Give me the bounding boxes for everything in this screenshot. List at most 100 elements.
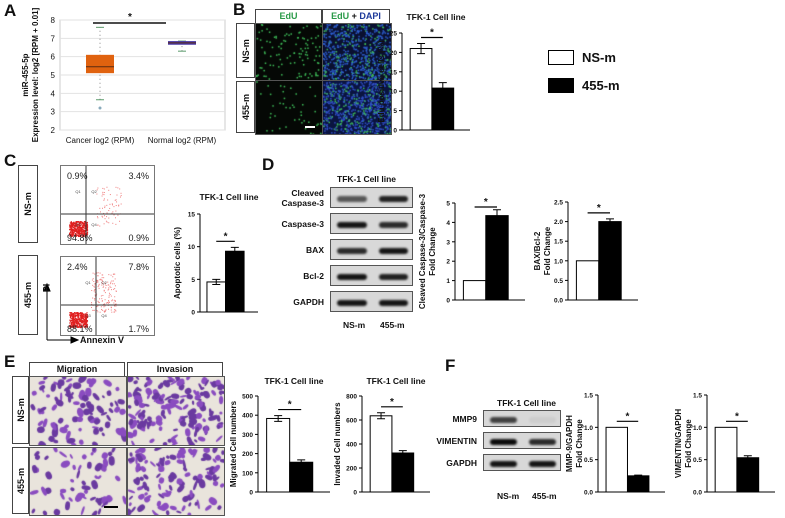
- y-axis-label: MMP-9/GAPDH: [565, 415, 574, 472]
- flow-dot: [83, 234, 85, 237]
- flow-dot: [84, 231, 86, 233]
- y-tick-label: 10: [188, 244, 196, 251]
- flow-dot: [71, 316, 74, 318]
- flow-dot: [75, 229, 77, 231]
- flow-dot: [91, 302, 93, 304]
- flow-dot: [80, 229, 82, 232]
- flow-dot: [75, 221, 77, 223]
- flow-dot: [94, 288, 96, 290]
- flow-dot: [113, 273, 115, 275]
- flow-dot: [107, 289, 109, 291]
- flow-dot: [72, 224, 74, 227]
- flow-dot: [79, 221, 81, 223]
- flow-dot: [86, 319, 89, 322]
- flow-dot: [82, 321, 84, 324]
- flow-dot: [111, 203, 113, 205]
- flow-dot: [112, 273, 114, 275]
- flow-dot: [84, 320, 86, 322]
- flow-dot: [69, 314, 72, 316]
- flow-dot: [99, 225, 101, 227]
- flow-dot: [76, 312, 79, 314]
- flow-dot: [81, 229, 83, 231]
- error-bar: [438, 82, 447, 95]
- y-tick-label: 15: [390, 69, 398, 76]
- flow-dot: [82, 313, 84, 315]
- y-axis-label: Fold Change: [428, 227, 437, 276]
- flow-dot: [72, 319, 74, 321]
- y-tick-label: 20: [390, 50, 398, 57]
- flow-dot: [85, 316, 88, 318]
- flow-dot: [71, 233, 73, 235]
- flow-dot: [80, 324, 82, 326]
- blot-strip: [330, 291, 413, 312]
- flow-dot: [77, 315, 79, 317]
- flow-dot: [114, 311, 116, 313]
- quadrant-ul-percent: 2.4%: [67, 262, 88, 272]
- significance-star: *: [288, 400, 292, 411]
- flow-dot: [78, 326, 80, 328]
- flow-dot: [69, 226, 71, 228]
- flow-dot: [74, 312, 76, 314]
- flow-dot: [108, 295, 110, 297]
- flow-dot: [112, 283, 114, 285]
- flow-dot: [97, 311, 99, 313]
- chart-title: TFK-1 Cell line: [199, 192, 258, 202]
- flow-dot: [77, 319, 79, 321]
- flow-dot: [111, 204, 113, 206]
- flow-dot: [76, 321, 78, 323]
- flow-dot: [120, 195, 122, 197]
- flow-dot: [99, 279, 101, 281]
- flow-dot: [79, 315, 81, 317]
- blot-title: TFK-1 Cell line: [337, 174, 397, 184]
- error-bar: [634, 474, 643, 477]
- flow-dot: [92, 309, 94, 311]
- flow-dot: [70, 231, 72, 234]
- significance-star: *: [735, 411, 739, 422]
- flow-dot: [72, 323, 75, 325]
- flow-dot: [101, 309, 103, 311]
- flow-dot: [103, 310, 105, 312]
- flow-dot: [70, 228, 72, 230]
- flow-dot: [77, 225, 79, 228]
- flow-dot: [78, 222, 80, 224]
- flow-dot: [70, 317, 72, 319]
- flow-dot: [104, 283, 106, 285]
- flow-dot: [96, 193, 98, 195]
- flow-dot: [82, 315, 85, 317]
- flow-dot: [75, 325, 77, 328]
- y-axis-label: Fold Change: [543, 226, 552, 275]
- flow-dot: [120, 203, 122, 205]
- flow-dot: [78, 226, 80, 228]
- flow-dot: [97, 224, 99, 226]
- flow-dot: [71, 234, 73, 237]
- error-bar: [743, 455, 752, 461]
- flow-dot: [69, 224, 71, 226]
- flow-dot: [103, 191, 105, 193]
- flow-dot: [106, 186, 108, 188]
- flow-dot: [82, 320, 84, 322]
- flow-dot: [81, 225, 83, 227]
- flow-dot: [110, 283, 112, 285]
- flow-dot: [114, 309, 116, 311]
- bar-455-m: [289, 461, 314, 493]
- flow-dot: [80, 319, 82, 322]
- y-tick-label: 4: [51, 89, 56, 98]
- flow-dot: [71, 323, 73, 325]
- flow-dot: [71, 321, 74, 324]
- y-axis-label: Migrated Cell numbers: [229, 400, 238, 487]
- flow-dot: [94, 291, 96, 293]
- lane-label-ns-m: NS-m: [497, 491, 520, 501]
- flow-dot: [69, 233, 72, 236]
- protein-band: [337, 247, 367, 254]
- flow-dot: [86, 326, 89, 328]
- flow-dot: [110, 309, 112, 311]
- y-tick-label: 1.0: [584, 425, 593, 432]
- flow-dot: [83, 224, 85, 227]
- flow-dot: [108, 287, 110, 289]
- flow-dot: [74, 227, 76, 229]
- flow-dot: [84, 314, 86, 316]
- flow-dot: [110, 286, 112, 288]
- flow-dot: [86, 221, 88, 224]
- flow-dot: [94, 283, 96, 285]
